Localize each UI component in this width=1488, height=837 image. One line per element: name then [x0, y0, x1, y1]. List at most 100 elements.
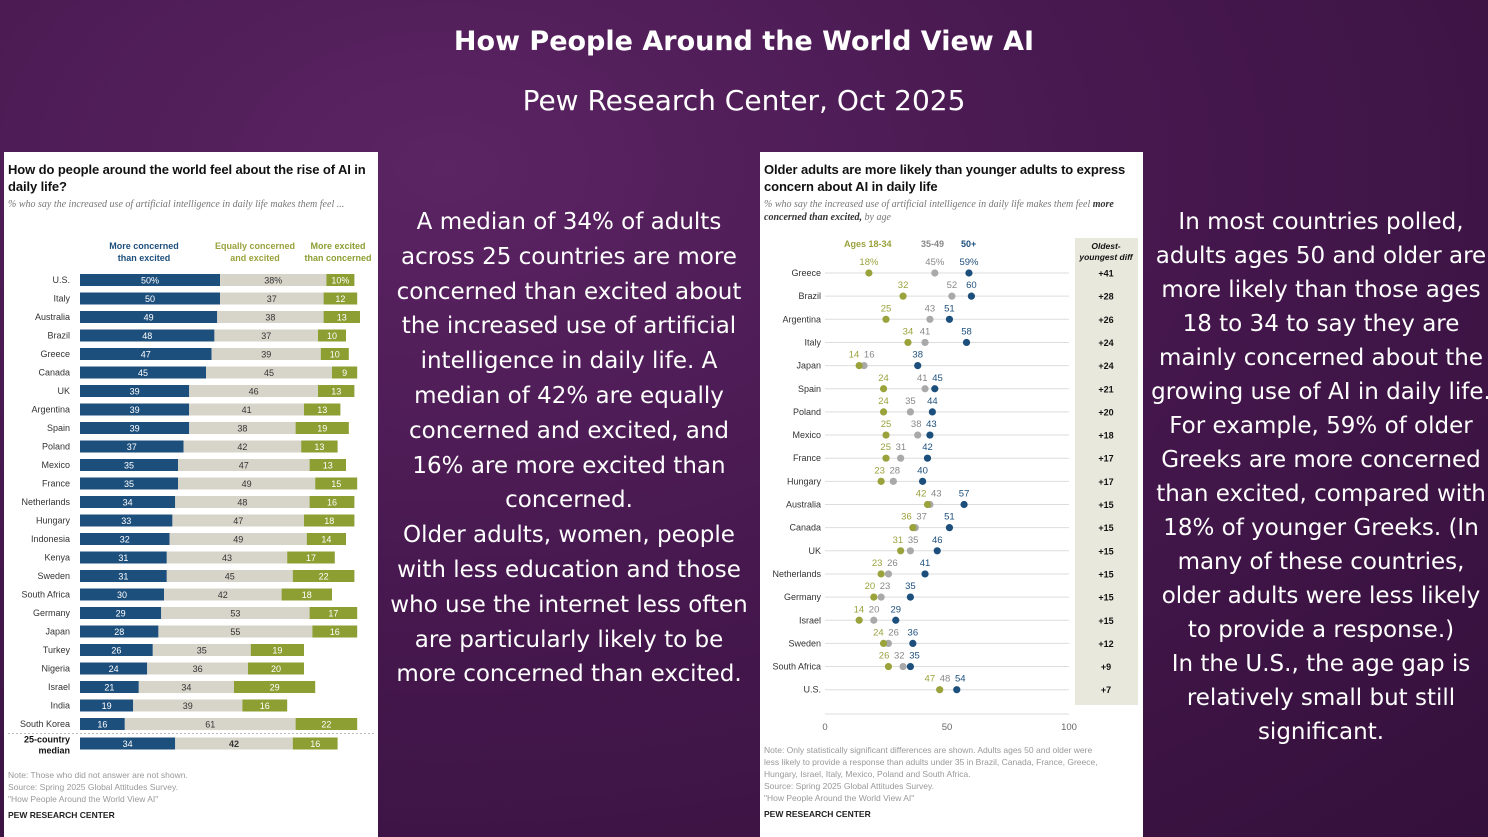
dot-old [914, 362, 922, 370]
bar-segment [147, 662, 248, 675]
diff-value: +9 [1101, 662, 1111, 672]
bar-segment [80, 625, 159, 638]
dot-value-label: 23 [874, 465, 885, 476]
bar-segment [315, 477, 358, 490]
country-label: Netherlands [21, 497, 70, 507]
bar-value-label: 34 [181, 683, 191, 693]
dot-value-label: 35 [908, 535, 919, 546]
bar-value-label: 61 [205, 720, 215, 730]
country-label: Australia [35, 312, 70, 322]
bar-value-label: 39 [130, 405, 140, 415]
dot-young [877, 570, 885, 578]
country-label: Australia [786, 500, 821, 510]
dot-plot-chart: Oldest-youngest diff Ages 18-34 35-49 50+ Gr… [772, 238, 1138, 733]
bar-value-label: 45 [225, 572, 235, 582]
bar-segment [80, 551, 167, 564]
dot-middle [897, 454, 905, 462]
dot-value-label: 60 [966, 280, 977, 291]
left-chart-header: How do people around the world feel abou… [8, 161, 376, 211]
dot-value-label: 48 [940, 674, 951, 685]
dot-value-label: 32 [894, 651, 905, 662]
bar-segment [295, 718, 358, 730]
country-label: Germany [33, 608, 71, 618]
bar-segment [80, 459, 178, 471]
dot-young [865, 269, 873, 277]
bar-segment [189, 422, 296, 434]
bar-segment [161, 607, 310, 619]
country-label: UK [57, 386, 70, 396]
bar-segment [80, 403, 190, 416]
legend-label: than excited [118, 253, 171, 263]
dot-value-label: 54 [955, 674, 966, 685]
right-chart-subtitle: % who say the increased use of artificia… [764, 198, 1141, 224]
bar-value-label: 17 [328, 609, 338, 619]
bar-segment [169, 533, 307, 545]
bar-value-label: 38% [264, 276, 282, 286]
dot-value-label: 59% [959, 257, 979, 268]
bar-segment [323, 292, 358, 305]
right-chart-panel: Oldest-youngest diff Ages 18-34 35-49 50+ Gr… [760, 152, 1143, 837]
subtitle-bold: more concerned than excited, [764, 199, 1114, 223]
diff-value: +21 [1098, 384, 1113, 394]
bar-segment [304, 514, 355, 527]
bar-segment [133, 699, 243, 712]
bar-value-label: 38 [265, 313, 275, 323]
bar-value-label: 30 [117, 590, 127, 600]
dot-value-label: 35 [909, 651, 920, 662]
diff-value: +18 [1098, 431, 1113, 441]
bar-value-label: 29 [270, 683, 280, 693]
dot-old [906, 593, 914, 601]
dot-value-label: 51 [944, 303, 955, 314]
diff-value: +15 [1098, 523, 1113, 533]
diff-value: +17 [1098, 477, 1113, 487]
middle-paragraph-1: A median of 34% of adults across 25 coun… [396, 209, 742, 514]
bar-value-label: 15 [331, 479, 341, 489]
diff-value: +26 [1098, 315, 1113, 325]
country-label: Italy [53, 294, 70, 304]
dot-value-label: 24 [878, 396, 889, 407]
country-label: South Korea [20, 719, 70, 729]
bar-segment [189, 385, 318, 397]
bar-value-label: 49 [242, 479, 252, 489]
dot-old [967, 292, 975, 300]
bar-value-label: 20 [271, 664, 281, 674]
country-label: Argentina [31, 405, 70, 415]
dot-old [962, 338, 971, 347]
dot-value-label: 23 [872, 558, 883, 569]
bar-segment [80, 348, 212, 360]
dot-value-label: 51 [944, 512, 955, 523]
left-chart-source: Source: Spring 2025 Global Attitudes Sur… [8, 782, 178, 792]
bar-segment [211, 348, 321, 360]
dot-value-label: 45% [925, 257, 945, 268]
bar-value-label: 16 [310, 739, 320, 749]
dot-middle [926, 315, 934, 323]
bar-segment [309, 607, 358, 619]
right-chart-note-3: Hungary, Israel, Italy, Mexico, Poland a… [764, 769, 971, 779]
dot-value-label: 24 [873, 627, 884, 638]
dot-value-label: 31 [896, 442, 907, 453]
bar-segment [80, 477, 178, 490]
country-label: Sweden [37, 571, 70, 581]
bar-segment [287, 551, 335, 564]
country-label: India [50, 701, 70, 711]
country-label: France [793, 453, 821, 463]
dot-old [965, 269, 973, 277]
dot-young [879, 385, 888, 393]
bar-value-label: 35 [124, 461, 134, 471]
bar-segment [323, 311, 360, 323]
country-label: Spain [47, 423, 70, 433]
dot-old [906, 662, 914, 671]
bar-value-label: 48 [237, 498, 247, 508]
bar-segment [80, 422, 190, 434]
dot-value-label: 44 [927, 396, 938, 407]
dot-value-label: 26 [879, 651, 890, 662]
bar-value-label: 19 [317, 424, 327, 434]
bar-segment [172, 514, 304, 527]
right-chart-report: "How People Around the World View AI" [764, 793, 915, 803]
dot-old [926, 431, 934, 439]
bar-value-label: 16 [97, 720, 107, 730]
legend-label: than concerned [304, 253, 371, 263]
bar-value-label: 34 [123, 498, 133, 508]
dot-young [899, 292, 907, 300]
dot-value-label: 24 [878, 373, 889, 384]
